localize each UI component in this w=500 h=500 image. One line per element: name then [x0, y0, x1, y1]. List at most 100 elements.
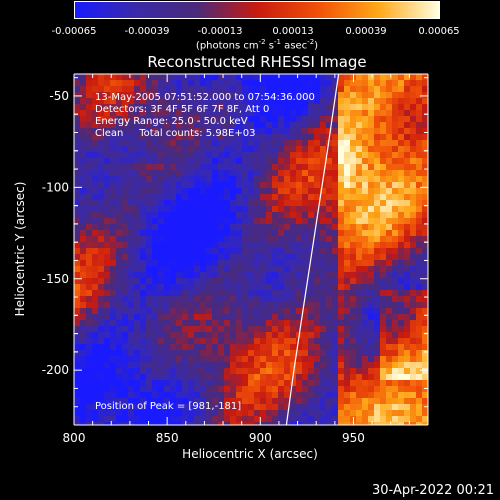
heatmap-cell — [254, 344, 260, 350]
heatmap-cell — [374, 188, 380, 194]
heatmap-cell — [104, 356, 110, 362]
heatmap-cell — [212, 422, 218, 425]
heatmap-cell — [122, 386, 128, 392]
heatmap-cell — [206, 104, 212, 110]
heatmap-cell — [146, 368, 152, 374]
heatmap-cell — [308, 416, 314, 422]
heatmap-cell — [170, 314, 176, 320]
heatmap-cell — [74, 236, 80, 242]
heatmap-cell — [122, 392, 128, 398]
heatmap-cell — [296, 236, 302, 242]
heatmap-cell — [260, 74, 266, 80]
heatmap-cell — [278, 152, 284, 158]
heatmap-cell — [410, 194, 416, 200]
heatmap-cell — [422, 122, 428, 128]
heatmap-cell — [218, 146, 224, 152]
heatmap-cell — [404, 422, 410, 425]
heatmap-cell — [146, 284, 152, 290]
chart-title: Reconstructed RHESSI Image — [147, 53, 367, 71]
heatmap-cell — [212, 320, 218, 326]
heatmap-cell — [386, 176, 392, 182]
heatmap-cell — [272, 116, 278, 122]
heatmap-cell — [128, 140, 134, 146]
heatmap-cell — [392, 182, 398, 188]
heatmap-cell — [176, 416, 182, 422]
heatmap-cell — [92, 92, 98, 98]
heatmap-cell — [92, 80, 98, 86]
heatmap-cell — [254, 152, 260, 158]
heatmap-cell — [362, 98, 368, 104]
heatmap-cell — [422, 134, 428, 140]
heatmap-cell — [380, 362, 386, 368]
heatmap-cell — [374, 134, 380, 140]
heatmap-cell — [80, 122, 86, 128]
heatmap-cell — [230, 290, 236, 296]
heatmap-cell — [224, 422, 230, 425]
heatmap-cell — [260, 200, 266, 206]
heatmap-cell — [266, 320, 272, 326]
heatmap-cell — [350, 200, 356, 206]
heatmap-cell — [206, 230, 212, 236]
heatmap-cell — [278, 338, 284, 344]
heatmap-cell — [242, 236, 248, 242]
heatmap-cell — [272, 266, 278, 272]
heatmap-cell — [398, 206, 404, 212]
heatmap-cell — [290, 224, 296, 230]
heatmap-cell — [158, 236, 164, 242]
heatmap-cell — [146, 170, 152, 176]
heatmap-cell — [386, 242, 392, 248]
heatmap-cell — [380, 122, 386, 128]
heatmap-cell — [188, 134, 194, 140]
heatmap-cell — [158, 326, 164, 332]
heatmap-cell — [344, 392, 350, 398]
heatmap-cell — [128, 212, 134, 218]
heatmap-cell — [332, 260, 338, 266]
heatmap-cell — [188, 140, 194, 146]
colorbar-gradient — [75, 2, 439, 18]
heatmap-cell — [368, 236, 374, 242]
heatmap-cell — [314, 98, 320, 104]
heatmap-cell — [224, 176, 230, 182]
heatmap-cell — [356, 164, 362, 170]
heatmap-cell — [308, 332, 314, 338]
heatmap-cell — [134, 332, 140, 338]
heatmap-cell — [410, 236, 416, 242]
heatmap-cell — [386, 92, 392, 98]
heatmap-cell — [338, 242, 344, 248]
heatmap-cell — [314, 296, 320, 302]
heatmap-cell — [116, 98, 122, 104]
heatmap-cell — [236, 416, 242, 422]
heatmap-cell — [302, 194, 308, 200]
heatmap-cell — [374, 218, 380, 224]
heatmap-cell — [188, 356, 194, 362]
heatmap-cell — [284, 380, 290, 386]
heatmap-cell — [422, 338, 428, 344]
heatmap-cell — [98, 278, 104, 284]
heatmap-cell — [422, 386, 428, 392]
heatmap-cell — [116, 170, 122, 176]
heatmap-cell — [182, 386, 188, 392]
heatmap-cell — [122, 278, 128, 284]
heatmap-cell — [296, 158, 302, 164]
heatmap-cell — [326, 116, 332, 122]
heatmap-cell — [158, 260, 164, 266]
heatmap-cell — [266, 374, 272, 380]
heatmap-cell — [338, 302, 344, 308]
heatmap-cell — [218, 338, 224, 344]
heatmap-cell — [80, 98, 86, 104]
heatmap-cell — [380, 242, 386, 248]
heatmap-cell — [320, 242, 326, 248]
heatmap-cell — [338, 422, 344, 425]
heatmap-cell — [332, 398, 338, 404]
heatmap-cell — [128, 314, 134, 320]
heatmap-cell — [272, 104, 278, 110]
heatmap-cell — [170, 332, 176, 338]
heatmap-cell — [104, 242, 110, 248]
heatmap-cell — [110, 422, 116, 425]
heatmap-cell — [338, 80, 344, 86]
heatmap-cell — [86, 188, 92, 194]
heatmap-cell — [356, 230, 362, 236]
heatmap-cell — [284, 398, 290, 404]
heatmap-cell — [116, 344, 122, 350]
heatmap-cell — [236, 338, 242, 344]
